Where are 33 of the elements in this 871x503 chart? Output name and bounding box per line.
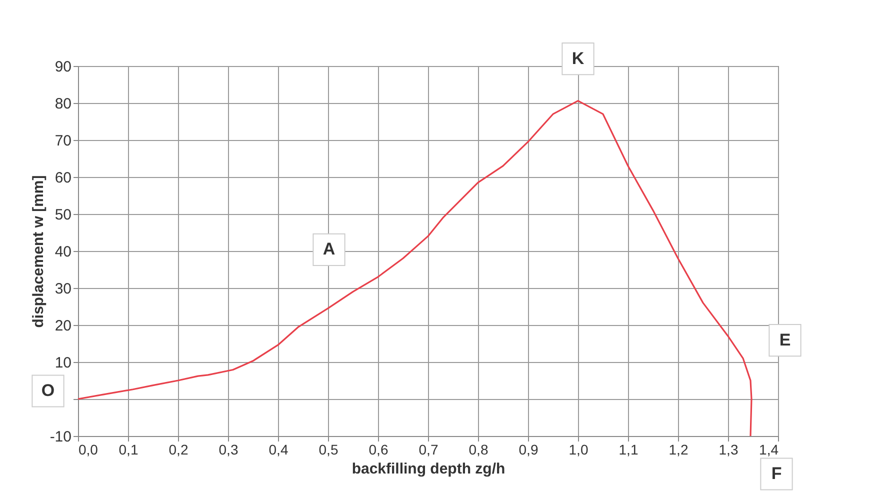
y-axis-title: displacement w [mm] bbox=[30, 175, 47, 328]
y-tick-label: 90 bbox=[54, 58, 72, 76]
x-tick-label: 0,6 bbox=[368, 442, 388, 458]
x-tick-label: 0,1 bbox=[118, 442, 138, 458]
line-series bbox=[77, 100, 752, 437]
x-tick-label: 0,9 bbox=[518, 442, 538, 458]
x-tick-label: 0,4 bbox=[268, 442, 288, 458]
x-tick-label: 1,2 bbox=[668, 442, 688, 458]
y-tick-label: 40 bbox=[54, 244, 72, 260]
x-tick-label: 0,0 bbox=[78, 442, 98, 458]
y-tick-label: -10 bbox=[50, 428, 72, 446]
x-tick-label: 0,5 bbox=[318, 442, 338, 458]
x-tick-label: 0,3 bbox=[218, 442, 238, 458]
annotation: O bbox=[41, 381, 55, 400]
y-tick-label: 70 bbox=[54, 132, 72, 150]
x-tick-label: 0,2 bbox=[168, 442, 188, 458]
x-tick-label: 0,8 bbox=[468, 442, 488, 458]
x-tick-label: 1,3 bbox=[718, 442, 738, 458]
x-axis-title: backfilling depth zg/h bbox=[352, 460, 506, 478]
x-tick-label: 0,7 bbox=[418, 442, 438, 458]
y-tick-label: 30 bbox=[54, 280, 72, 298]
y-tick-label: 60 bbox=[54, 170, 72, 186]
y-tick-label: 80 bbox=[54, 96, 72, 112]
x-tick-label: 1,0 bbox=[568, 442, 588, 458]
annotation: F bbox=[771, 464, 782, 483]
annotation: E bbox=[779, 330, 791, 350]
y-tick-label: 10 bbox=[54, 354, 72, 372]
annotation: K bbox=[572, 48, 585, 68]
y-tick-label: 50 bbox=[54, 206, 72, 224]
x-tick-label: 1,4 bbox=[759, 442, 779, 458]
y-tick-label: 20 bbox=[54, 318, 72, 334]
annotation: A bbox=[322, 240, 336, 259]
x-tick-label: 1,1 bbox=[618, 442, 638, 458]
